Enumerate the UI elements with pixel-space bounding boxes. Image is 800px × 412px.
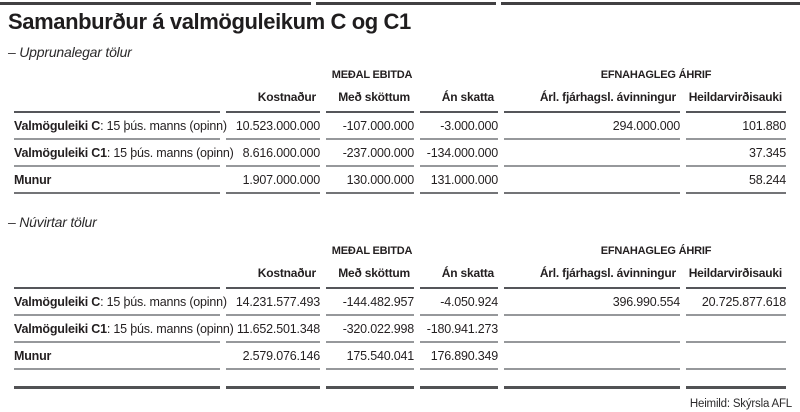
row-label: Valmöguleiki C: 15 þús. manns (opinn)	[14, 289, 227, 316]
column-header-with-tax: Með sköttum	[326, 83, 414, 113]
cell-value	[504, 167, 681, 194]
row-label-rest: : 15 þús. manns (opinn)	[100, 118, 227, 133]
table-row-option-c: Valmöguleiki C: 15 þús. manns (opinn) 10…	[14, 113, 786, 140]
source-credit: Heimild: Skýrsla AFL	[689, 398, 792, 410]
column-header-label	[14, 83, 220, 113]
cell-value: 1.907.000.000	[226, 167, 320, 194]
group-header-spacer	[14, 63, 320, 83]
cell-value: -144.482.957	[326, 289, 414, 316]
column-header-without-tax: Án skatta	[420, 259, 499, 289]
table-original-figures: MEÐAL EBITDA EFNAHAGLEG ÁHRIF Kostnaður …	[8, 63, 792, 194]
cell-value: 20.725.877.618	[686, 289, 786, 316]
empty-cell	[14, 370, 220, 389]
cell-value	[504, 316, 681, 343]
cell-value: -180.941.273	[420, 316, 498, 343]
cell-value: 11.652.501.348	[226, 316, 320, 343]
row-label-bold: Valmöguleiki C	[14, 294, 101, 309]
empty-cell	[420, 370, 499, 389]
cell-value	[504, 140, 681, 167]
group-header-row: MEÐAL EBITDA EFNAHAGLEG ÁHRIF	[14, 63, 786, 83]
row-label-bold: Valmöguleiki C	[14, 118, 101, 133]
column-header-cost: Kostnaður	[226, 83, 320, 113]
cell-value: 37.345	[686, 140, 786, 167]
cell-value: 396.990.554	[504, 289, 680, 316]
group-header-economic: EFNAHAGLEG ÁHRIF	[600, 69, 712, 81]
table-row-difference: Munur 2.579.076.146 175.540.041 176.890.…	[14, 343, 787, 370]
cell-value	[504, 343, 681, 370]
column-header-row: Kostnaður Með sköttum Án skatta Árl. fjá…	[14, 83, 787, 113]
group-header-ebitda: MEÐAL EBITDA	[331, 245, 413, 257]
row-label-rest: : 15 þús. manns (opinn)	[106, 321, 234, 336]
empty-cell	[686, 370, 787, 389]
cell-value: 8.616.000.000	[226, 140, 320, 167]
group-header-spacer	[14, 239, 320, 259]
column-header-without-tax: Án skatta	[420, 83, 499, 113]
cell-value: -4.050.924	[420, 289, 498, 316]
cell-value: -134.000.000	[420, 140, 498, 167]
cell-value: 2.579.076.146	[226, 343, 320, 370]
table-row-option-c1: Valmöguleiki C1: 15 þús. manns (opinn) 8…	[14, 140, 786, 167]
empty-cell	[504, 370, 681, 389]
cell-value: 294.000.000	[504, 113, 680, 140]
cell-value: -320.022.998	[326, 316, 414, 343]
column-header-annual-benefit: Árl. fjárhagsl. ávinningur	[504, 259, 681, 289]
row-label-bold: Valmöguleiki C1	[14, 145, 107, 160]
table-row-option-c: Valmöguleiki C: 15 þús. manns (opinn) 14…	[14, 289, 786, 316]
column-header-row: Kostnaður Með sköttum Án skatta Árl. fjá…	[14, 259, 787, 289]
group-header-economic: EFNAHAGLEG ÁHRIF	[600, 245, 712, 257]
column-header-cost: Kostnaður	[226, 259, 320, 289]
cell-value: 175.540.041	[326, 343, 414, 370]
empty-cell	[226, 370, 320, 389]
row-label: Valmöguleiki C: 15 þús. manns (opinn)	[14, 113, 227, 140]
table-empty-row	[14, 370, 787, 389]
row-label-bold: Munur	[14, 172, 52, 187]
group-header-row: MEÐAL EBITDA EFNAHAGLEG ÁHRIF	[14, 239, 786, 259]
row-label-bold: Munur	[14, 348, 52, 363]
cell-value: 10.523.000.000	[226, 113, 320, 140]
page-title: Samanburður á valmöguleikum C og C1	[8, 9, 411, 34]
table-row-difference: Munur 1.907.000.000 130.000.000 131.000.…	[14, 167, 786, 194]
column-header-annual-benefit: Árl. fjárhagsl. ávinningur	[504, 83, 681, 113]
row-label: Valmöguleiki C1: 15 þús. manns (opinn)	[14, 316, 234, 343]
cell-value: 131.000.000	[420, 167, 498, 194]
column-header-total-value: Heildarvirðisauki	[686, 259, 787, 289]
table-present-value-figures: MEÐAL EBITDA EFNAHAGLEG ÁHRIF Kostnaður …	[8, 239, 792, 389]
column-header-total-value: Heildarvirðisauki	[686, 83, 787, 113]
cell-value: 176.890.349	[420, 343, 498, 370]
cell-value	[686, 343, 787, 370]
column-header-with-tax: Með sköttum	[326, 259, 414, 289]
row-label-rest: : 15 þús. manns (opinn)	[100, 294, 227, 309]
column-header-label	[14, 259, 220, 289]
cell-value: 14.231.577.493	[226, 289, 320, 316]
section-present-value-subtitle: – Núvirtar tölur	[8, 214, 97, 230]
cell-value: 101.880	[686, 113, 786, 140]
group-header-ebitda: MEÐAL EBITDA	[331, 69, 413, 81]
row-label-rest: : 15 þús. manns (opinn)	[106, 145, 234, 160]
top-divider	[0, 2, 800, 5]
table-row-option-c1: Valmöguleiki C1: 15 þús. manns (opinn) 1…	[14, 316, 787, 343]
row-label: Munur	[14, 167, 220, 194]
row-label-bold: Valmöguleiki C1	[14, 321, 107, 336]
cell-value: -3.000.000	[420, 113, 498, 140]
empty-cell	[326, 370, 414, 389]
row-label: Valmöguleiki C1: 15 þús. manns (opinn)	[14, 140, 234, 167]
section-original-subtitle: – Upprunalegar tölur	[8, 44, 132, 60]
cell-value: -237.000.000	[326, 140, 414, 167]
cell-value	[686, 316, 787, 343]
cell-value: 58.244	[686, 167, 786, 194]
cell-value: -107.000.000	[326, 113, 414, 140]
row-label: Munur	[14, 343, 220, 370]
cell-value: 130.000.000	[326, 167, 414, 194]
